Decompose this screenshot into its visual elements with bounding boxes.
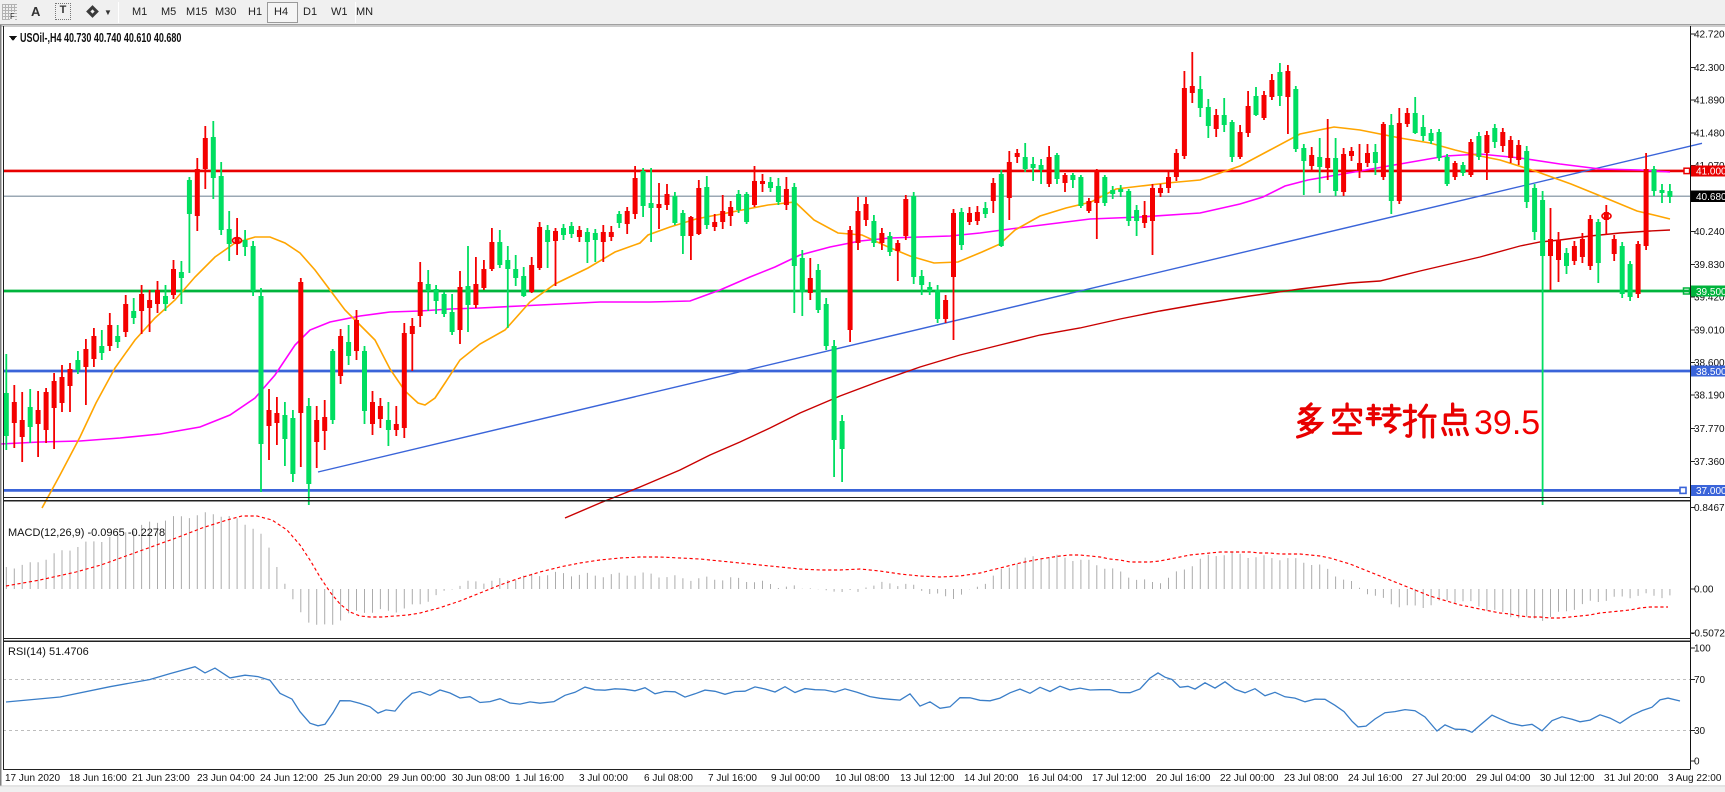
svg-text:17 Jun 2020: 17 Jun 2020: [5, 773, 60, 784]
svg-text:39.500: 39.500: [1696, 287, 1725, 298]
svg-text:3 Aug 22:00: 3 Aug 22:00: [1668, 773, 1722, 784]
svg-text:10 Jul 08:00: 10 Jul 08:00: [835, 773, 890, 784]
svg-text:1 Jul 16:00: 1 Jul 16:00: [515, 773, 564, 784]
svg-text:100: 100: [1694, 644, 1711, 655]
svg-text:0: 0: [1694, 757, 1700, 768]
svg-text:40.240: 40.240: [1694, 227, 1725, 238]
svg-text:38.190: 38.190: [1694, 391, 1725, 402]
svg-text:24 Jun 12:00: 24 Jun 12:00: [260, 773, 318, 784]
svg-text:39.420: 39.420: [1694, 293, 1725, 304]
svg-text:42.720: 42.720: [1694, 29, 1725, 40]
svg-text:9 Jul 00:00: 9 Jul 00:00: [771, 773, 820, 784]
svg-text:29 Jun 00:00: 29 Jun 00:00: [388, 773, 446, 784]
svg-text:41.480: 41.480: [1694, 128, 1725, 139]
svg-text:39.830: 39.830: [1694, 260, 1725, 271]
svg-text:17 Jul 12:00: 17 Jul 12:00: [1092, 773, 1147, 784]
svg-text:24 Jul 16:00: 24 Jul 16:00: [1348, 773, 1403, 784]
svg-text:42.300: 42.300: [1694, 63, 1725, 74]
svg-text:27 Jul 20:00: 27 Jul 20:00: [1412, 773, 1467, 784]
svg-text:37.770: 37.770: [1694, 424, 1725, 435]
svg-text:23 Jun 04:00: 23 Jun 04:00: [197, 773, 255, 784]
svg-text:31 Jul 20:00: 31 Jul 20:00: [1604, 773, 1659, 784]
svg-text:13 Jul 12:00: 13 Jul 12:00: [900, 773, 955, 784]
svg-text:6 Jul 08:00: 6 Jul 08:00: [644, 773, 693, 784]
svg-text:30 Jul 12:00: 30 Jul 12:00: [1540, 773, 1595, 784]
svg-text:41.890: 41.890: [1694, 96, 1725, 107]
svg-text:3 Jul 00:00: 3 Jul 00:00: [579, 773, 628, 784]
svg-text:0.00: 0.00: [1694, 585, 1714, 596]
svg-text:14 Jul 20:00: 14 Jul 20:00: [964, 773, 1019, 784]
svg-text:39.010: 39.010: [1694, 325, 1725, 336]
svg-text:29 Jul 04:00: 29 Jul 04:00: [1476, 773, 1531, 784]
svg-text:23 Jul 08:00: 23 Jul 08:00: [1284, 773, 1339, 784]
svg-text:38.600: 38.600: [1694, 358, 1725, 369]
svg-text:30: 30: [1694, 726, 1706, 737]
svg-text:37.000: 37.000: [1696, 486, 1725, 497]
svg-text:20 Jul 16:00: 20 Jul 16:00: [1156, 773, 1211, 784]
svg-text:37.360: 37.360: [1694, 457, 1725, 468]
svg-text:16 Jul 04:00: 16 Jul 04:00: [1028, 773, 1083, 784]
svg-text:21 Jun 23:00: 21 Jun 23:00: [132, 773, 190, 784]
svg-text:25 Jun 20:00: 25 Jun 20:00: [324, 773, 382, 784]
svg-text:70: 70: [1694, 675, 1706, 686]
svg-text:41.000: 41.000: [1696, 167, 1725, 178]
svg-text:-0.5072: -0.5072: [1691, 629, 1725, 640]
svg-text:MACD(12,26,9) -0.0965 -0.2278: MACD(12,26,9) -0.0965 -0.2278: [8, 527, 165, 539]
svg-text:RSI(14) 51.4706: RSI(14) 51.4706: [8, 646, 89, 658]
svg-text:30 Jun 08:00: 30 Jun 08:00: [452, 773, 510, 784]
svg-text:18 Jun 16:00: 18 Jun 16:00: [69, 773, 127, 784]
svg-text:38.500: 38.500: [1696, 367, 1725, 378]
svg-text:7 Jul 16:00: 7 Jul 16:00: [708, 773, 757, 784]
svg-text:USOil-,H4 40.730 40.740 40.61: USOil-,H4 40.730 40.740 40.610 40.680: [20, 32, 181, 46]
svg-text:39.5: 39.5: [1474, 404, 1540, 442]
svg-text:0.8467: 0.8467: [1694, 503, 1725, 514]
svg-text:40.680: 40.680: [1696, 192, 1725, 203]
svg-text:22 Jul 00:00: 22 Jul 00:00: [1220, 773, 1275, 784]
